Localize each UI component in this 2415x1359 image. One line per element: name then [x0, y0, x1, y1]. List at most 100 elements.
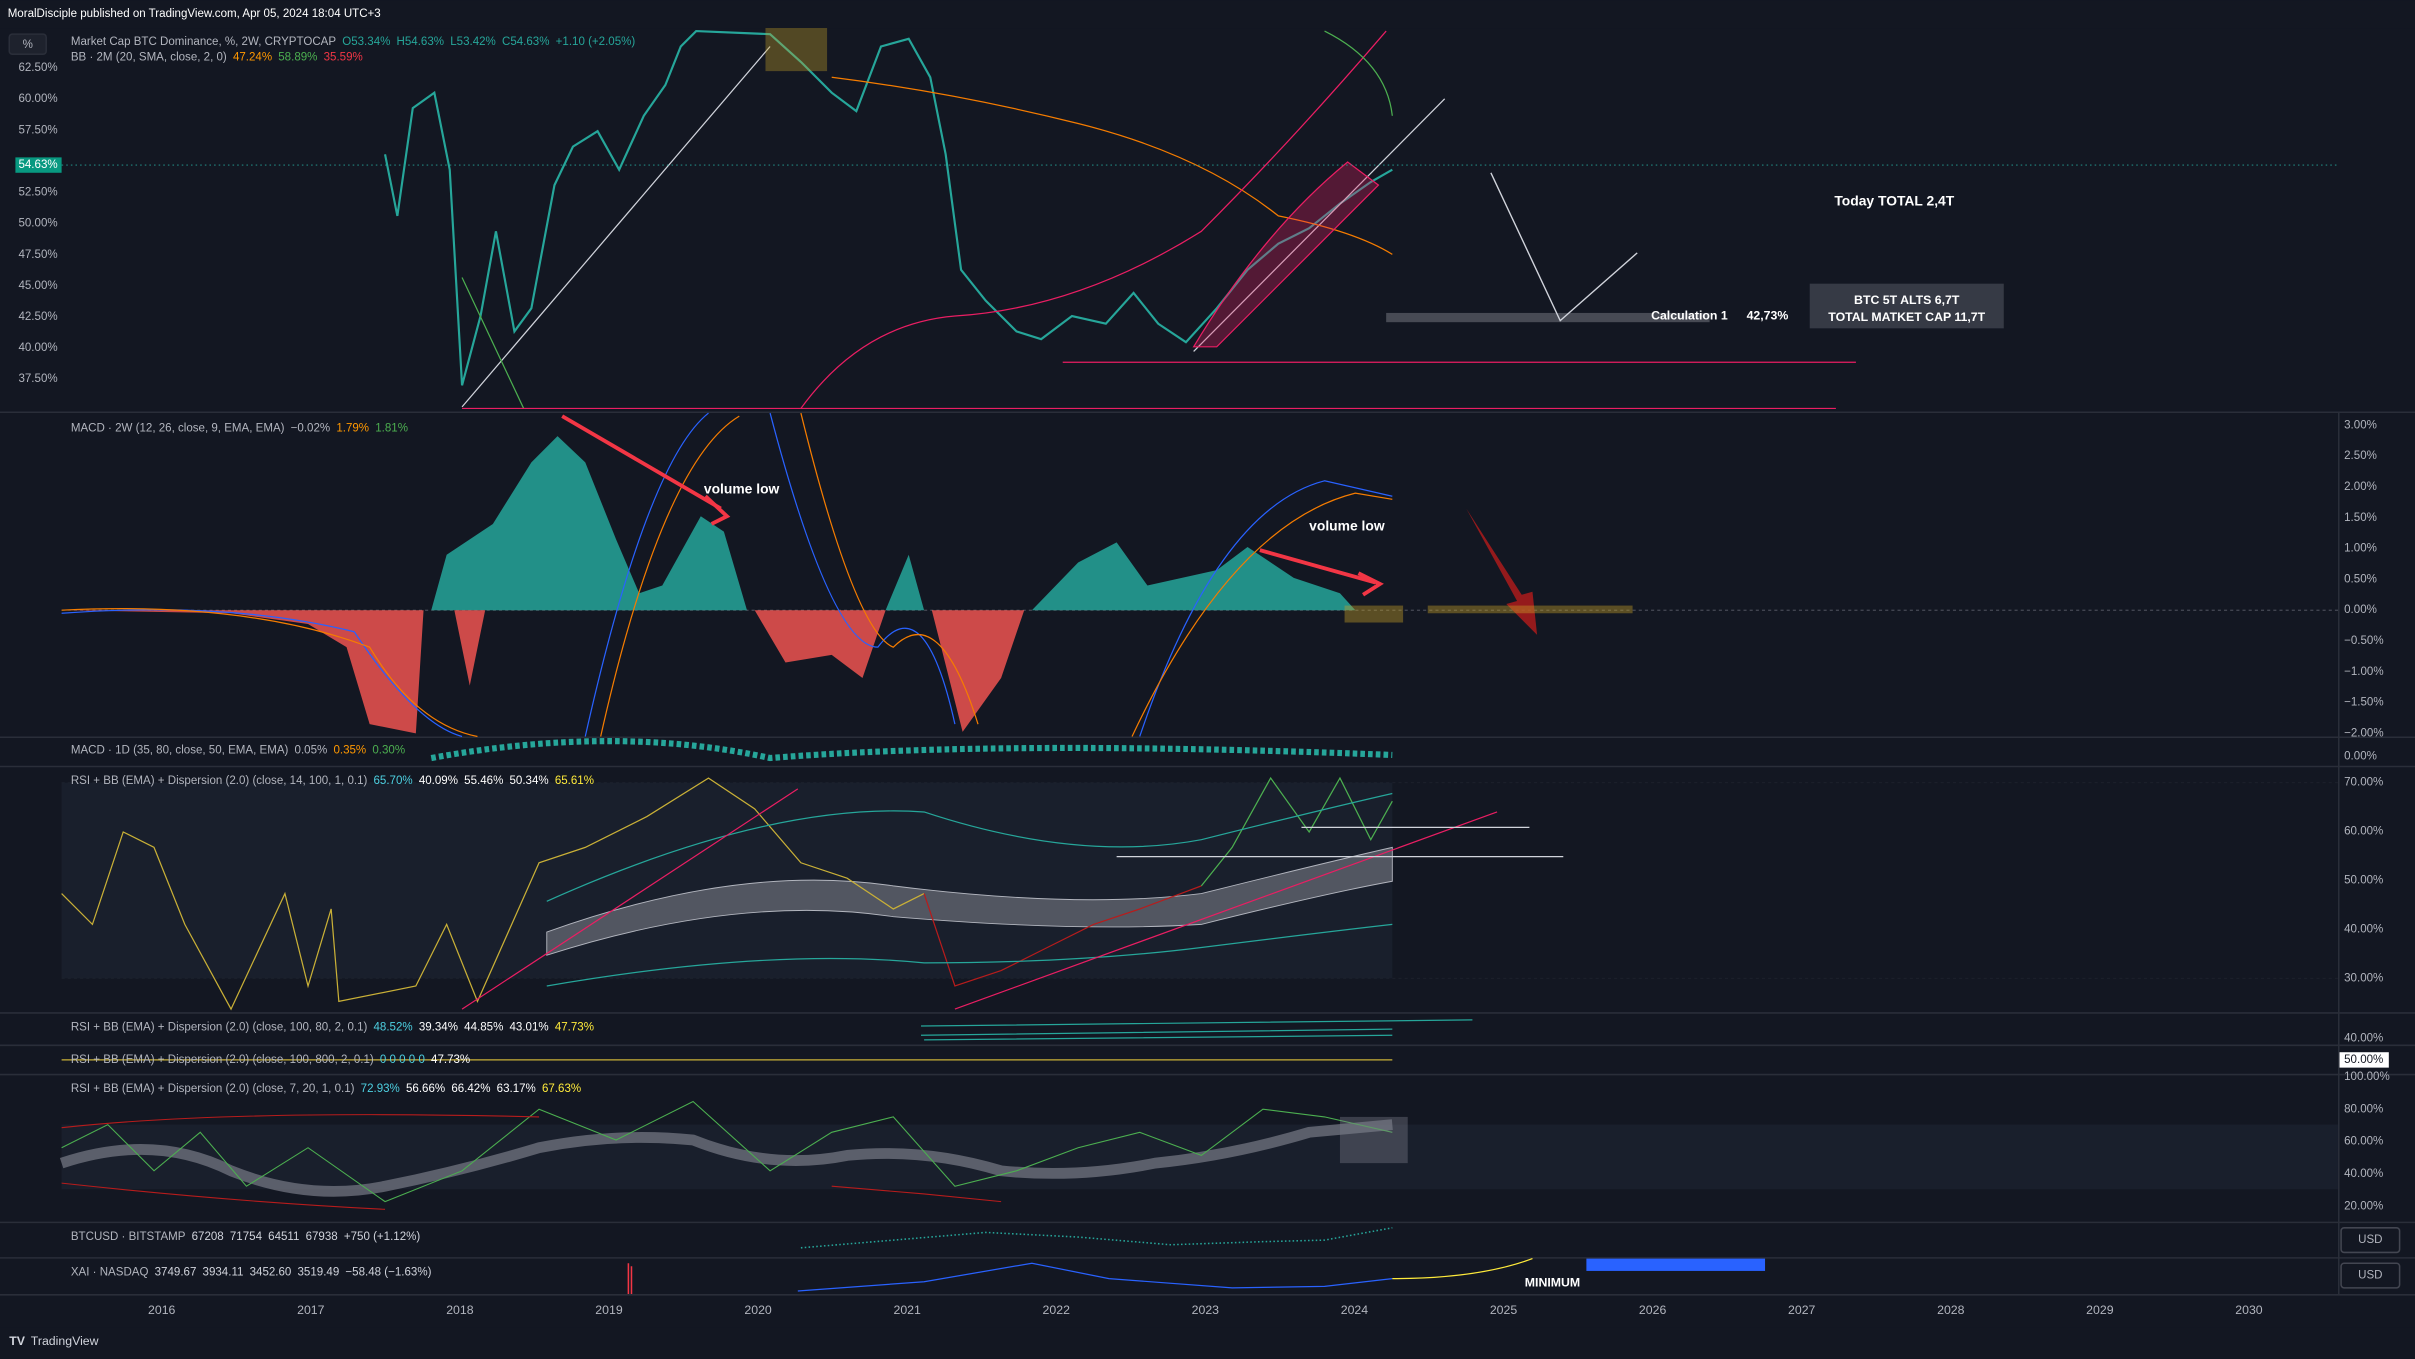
pane-legend: Market Cap BTC Dominance, %, 2W, CRYPTOC…	[71, 36, 636, 48]
btcusd	[800, 1227, 1393, 1249]
y-tick-label: 2.00%	[2344, 481, 2377, 493]
rsi-7	[59, 1100, 2338, 1210]
annotation: Today TOTAL 2,4T	[1834, 193, 1954, 209]
xai	[627, 1258, 1766, 1295]
legend-value: 56.66%	[406, 1083, 445, 1095]
y-tick-label: 1.50%	[2344, 512, 2377, 524]
annotation: TOTAL MATKET CAP 11,7T	[1828, 310, 1985, 324]
y-tick-label: USD	[2358, 1234, 2382, 1246]
y-tick-label: 40.00%	[18, 342, 57, 354]
legend-title: MACD · 1D (35, 80, close, 50, EMA, EMA)	[71, 744, 289, 756]
footer	[0, 1327, 2415, 1359]
y-tick-label: 0.00%	[2344, 751, 2377, 763]
legend-value: 72.93%	[361, 1083, 400, 1095]
legend-title: BTCUSD · BITSTAMP	[71, 1231, 186, 1243]
legend-value: 40.09%	[419, 775, 458, 787]
y-tick-label: −1.50%	[2344, 697, 2383, 709]
legend-value: 3452.60	[250, 1267, 292, 1279]
x-tick-label: 2030	[2235, 1303, 2263, 1317]
y-tick-label: 70.00%	[2344, 777, 2383, 789]
pane-legend: MACD · 1D (35, 80, close, 50, EMA, EMA) 0…	[71, 744, 405, 756]
x-tick-label: 2028	[1937, 1303, 1965, 1317]
legend-title: RSI + BB (EMA) + Dispersion (2.0) (close…	[71, 1054, 374, 1066]
legend-value: 67938	[306, 1231, 338, 1243]
pane-legend: BB · 2M (20, SMA, close, 2, 0) 47.24% 58.8…	[71, 51, 363, 63]
y-tick-label: 1.00%	[2344, 543, 2377, 555]
annotation-box	[1809, 283, 2004, 329]
y-tick-label: 42.50%	[18, 311, 57, 323]
x-tick-label: 2018	[446, 1303, 474, 1317]
price-tag	[15, 157, 62, 173]
legend-value: 1.79%	[336, 422, 369, 434]
legend-value: L53.42%	[450, 36, 496, 48]
y-tick-label: 52.50%	[18, 187, 57, 199]
legend-value: 3749.67	[155, 1267, 197, 1279]
legend-value: 3519.49	[298, 1267, 340, 1279]
legend-value: 39.34%	[419, 1022, 458, 1034]
y-tick-label: 37.50%	[18, 373, 57, 385]
pane-legend: RSI + BB (EMA) + Dispersion (2.0) (close…	[71, 775, 594, 787]
macd-1d	[430, 738, 1393, 762]
dominance-price	[61, 28, 2338, 410]
scale-button-label: %	[23, 39, 33, 51]
x-tick-label: 2019	[595, 1303, 623, 1317]
usd-button[interactable]	[2340, 1262, 2401, 1289]
y-tick-label: 40.00%	[2344, 1032, 2383, 1044]
legend-value: 3934.11	[203, 1267, 244, 1279]
price-tag	[2339, 1052, 2389, 1068]
annotation: volume low	[1309, 518, 1385, 534]
annotation: MINIMUM	[1525, 1276, 1580, 1290]
y-tick-label: 50.00%	[2344, 1054, 2383, 1066]
x-tick-label: 2021	[893, 1303, 921, 1317]
y-tick-label: −0.50%	[2344, 635, 2383, 647]
legend-value: 50.34%	[510, 775, 549, 787]
legend-value: H54.63%	[397, 36, 445, 48]
usd-button[interactable]	[2340, 1227, 2401, 1254]
y-tick-label: 100.00%	[2344, 1071, 2390, 1083]
y-tick-label: 2.50%	[2344, 450, 2377, 462]
pane-legend: RSI + BB (EMA) + Dispersion (2.0) (close…	[71, 1083, 581, 1095]
header-bar	[0, 0, 2415, 29]
legend-title: RSI + BB (EMA) + Dispersion (2.0) (close…	[71, 775, 368, 787]
legend-value: 65.70%	[374, 775, 413, 787]
legend-value: 35.59%	[324, 51, 363, 63]
legend-title: Market Cap BTC Dominance, %, 2W, CRYPTOC…	[71, 36, 337, 48]
x-tick-label: 2025	[1490, 1303, 1518, 1317]
y-tick-label: 50.00%	[2344, 875, 2383, 887]
x-tick-label: 2022	[1043, 1303, 1071, 1317]
y-tick-label: 47.50%	[18, 249, 57, 261]
x-tick-label: 2023	[1192, 1303, 1220, 1317]
macd-2w	[61, 412, 2338, 738]
x-tick-label: 2017	[297, 1303, 325, 1317]
legend-value: 48.52%	[374, 1022, 413, 1034]
y-tick-label: 80.00%	[2344, 1103, 2383, 1115]
legend-value: 66.42%	[451, 1083, 490, 1095]
legend-value: 63.17%	[497, 1083, 536, 1095]
legend-title: MACD · 2W (12, 26, close, 9, EMA, EMA)	[71, 422, 285, 434]
legend-value: 47.73%	[555, 1022, 594, 1034]
rsi-14	[61, 776, 2338, 1011]
legend-value: 0.35%	[333, 744, 366, 756]
y-tick-label: −1.00%	[2344, 666, 2383, 678]
footer-logo: TV	[9, 1334, 26, 1348]
x-tick-label: 2027	[1788, 1303, 1816, 1317]
legend-value: −58.48 (−1.63%)	[345, 1267, 431, 1279]
y-tick-label: 3.00%	[2344, 419, 2377, 431]
legend-title: RSI + BB (EMA) + Dispersion (2.0) (close…	[71, 1083, 355, 1095]
legend-value: 47.73%	[431, 1054, 470, 1066]
scale-button[interactable]	[8, 33, 47, 55]
legend-value: 0 0 0 0 0	[380, 1054, 425, 1066]
legend-value: O53.34%	[342, 36, 390, 48]
y-tick-label: 60.00%	[2344, 826, 2383, 838]
y-tick-label: 0.50%	[2344, 573, 2377, 585]
legend-value: 55.46%	[464, 775, 503, 787]
annotation: 42,73%	[1747, 308, 1789, 322]
y-tick-label: 30.00%	[2344, 973, 2383, 985]
y-tick-label: 60.00%	[2344, 1136, 2383, 1148]
x-tick-label: 2016	[148, 1303, 176, 1317]
footer-brand: TradingView	[31, 1334, 99, 1348]
x-tick-label: 2026	[1639, 1303, 1667, 1317]
legend-value: 1.81%	[375, 422, 408, 434]
y-tick-label: 57.50%	[18, 124, 57, 136]
